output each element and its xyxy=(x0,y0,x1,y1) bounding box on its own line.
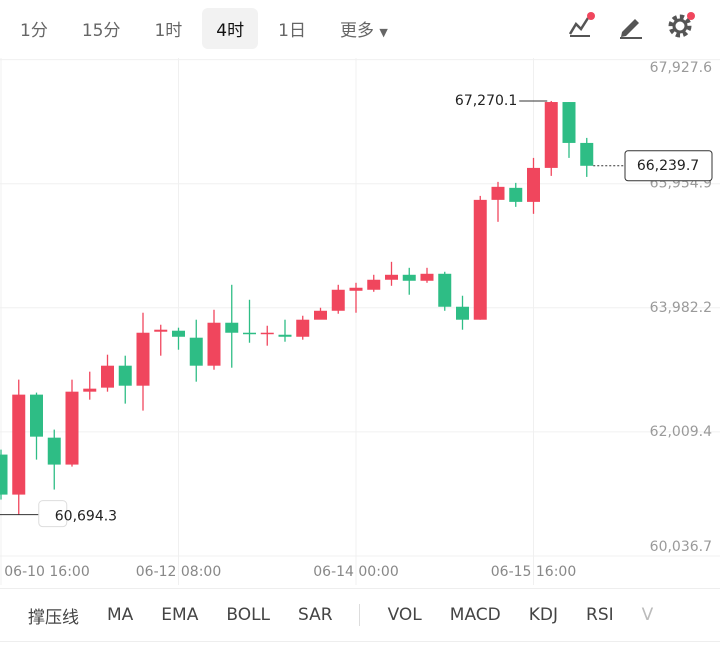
candle-body xyxy=(0,454,8,495)
candle-body xyxy=(260,332,274,335)
candle-body xyxy=(349,287,363,291)
candle-body xyxy=(101,365,114,388)
y-tick-label: 62,009.4 xyxy=(650,424,712,440)
candle-body xyxy=(189,337,203,366)
x-tick-label: 06-15 16:00 xyxy=(491,564,576,580)
tab[interactable]: 1分 xyxy=(20,20,48,41)
y-tick-label: 60,036.7 xyxy=(650,539,712,555)
tab[interactable]: 1日 xyxy=(278,20,306,41)
dropdown-arrow: ▼ xyxy=(379,25,388,39)
candle-body xyxy=(331,289,345,311)
x-tick-label: 06-14 00:00 xyxy=(313,564,398,580)
indicator[interactable]: BOLL xyxy=(226,605,271,625)
candle-body xyxy=(278,334,292,337)
chart: 60,036.762,009.463,982.265,954.967,927.6… xyxy=(0,58,720,585)
candle-body xyxy=(367,279,381,290)
indicator[interactable]: SAR xyxy=(298,605,333,625)
marker-label: 67,270.1 xyxy=(455,93,517,109)
tab[interactable]: 1时 xyxy=(154,20,183,41)
candle-body xyxy=(136,332,150,386)
tab[interactable]: 更多 ▼ xyxy=(326,8,402,49)
candle-body xyxy=(385,274,398,280)
tab[interactable]: 15分 xyxy=(81,20,121,41)
indicator[interactable]: MA xyxy=(107,605,134,625)
indicator-icon[interactable] xyxy=(566,10,596,40)
settings-icon[interactable] xyxy=(666,10,696,40)
x-tick-label: 06-10 16:00 xyxy=(4,564,89,580)
tab[interactable]: 4时 xyxy=(202,7,259,49)
indicator[interactable]: 撑压线 xyxy=(28,607,79,628)
toolbar-icons xyxy=(566,10,696,40)
candle-body xyxy=(65,391,79,465)
indicator-bar: 撑压线 MA EMA BOLL SAR VOL MACD KDJ RSI V xyxy=(0,588,720,642)
candle-body xyxy=(456,306,469,320)
candle-body xyxy=(580,142,594,166)
y-tick-label: 67,927.6 xyxy=(650,60,712,76)
candle-body xyxy=(473,199,487,320)
draw-icon[interactable] xyxy=(616,10,646,40)
candle-body xyxy=(207,322,221,366)
timeframe-bar: 1分 15分 1时 4时 1日 更多 ▼ xyxy=(0,0,720,56)
candle-body xyxy=(491,186,505,200)
candle-body xyxy=(83,388,97,392)
candle-body xyxy=(562,102,576,143)
candle-body xyxy=(30,394,43,437)
candle-body xyxy=(438,273,452,307)
candle-body xyxy=(12,394,26,495)
candle-body xyxy=(544,102,558,168)
indicator[interactable]: RSI xyxy=(586,605,614,625)
indicator[interactable]: MACD xyxy=(449,605,501,625)
x-tick-label: 06-12 08:00 xyxy=(136,564,221,580)
indicator[interactable]: KDJ xyxy=(528,605,559,625)
candle-body xyxy=(509,187,523,202)
tab-label: 更多 xyxy=(339,20,374,41)
candle-body xyxy=(172,330,185,337)
indicator[interactable]: V xyxy=(641,605,654,625)
indicator[interactable]: EMA xyxy=(161,605,199,625)
candle-body xyxy=(314,310,327,320)
candle-body xyxy=(47,437,61,465)
candle-body xyxy=(296,319,310,337)
marker-label: 60,694.3 xyxy=(55,509,117,525)
indicator[interactable]: VOL xyxy=(387,605,422,625)
candle-body xyxy=(154,329,168,332)
separator xyxy=(358,604,360,626)
candle-body xyxy=(225,322,239,333)
candle-body xyxy=(118,365,132,386)
last-price-box xyxy=(624,150,713,182)
candle-body xyxy=(420,273,434,281)
candle-body xyxy=(402,274,416,281)
y-tick-label: 63,982.2 xyxy=(650,300,712,316)
candle-body xyxy=(527,167,540,202)
last-price-label: 66,239.7 xyxy=(637,158,699,174)
candle-body xyxy=(243,332,256,335)
marker-icon xyxy=(38,500,68,528)
